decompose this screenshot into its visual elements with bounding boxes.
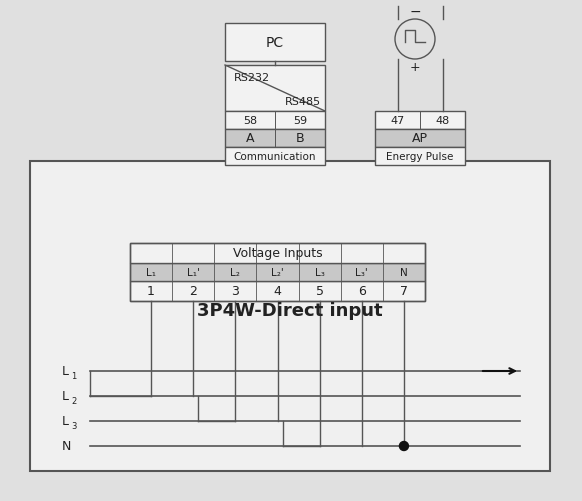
Text: L: L	[62, 415, 69, 428]
Bar	[130, 243, 425, 302]
Text: L₃': L₃'	[356, 268, 368, 278]
Text: A: A	[246, 132, 254, 145]
Text: 1: 1	[71, 372, 76, 381]
Text: 2: 2	[71, 397, 76, 406]
Text: L: L	[62, 365, 69, 378]
Text: Communication: Communication	[234, 152, 316, 162]
Bar	[375, 112, 465, 130]
Text: 1: 1	[147, 285, 155, 298]
Text: +: +	[410, 62, 420, 74]
Bar	[130, 264, 425, 282]
Text: 7: 7	[400, 285, 408, 298]
Text: Voltage Inputs: Voltage Inputs	[233, 247, 322, 260]
Bar	[225, 112, 325, 130]
Circle shape	[399, 441, 409, 450]
Text: 5: 5	[315, 285, 324, 298]
Text: PC: PC	[266, 36, 284, 50]
Bar	[225, 130, 325, 148]
Text: 3: 3	[232, 285, 239, 298]
Text: 47: 47	[391, 116, 404, 126]
Text: 48: 48	[435, 116, 450, 126]
Text: −: −	[409, 5, 421, 19]
Text: 4: 4	[274, 285, 282, 298]
Text: L₂': L₂'	[271, 268, 284, 278]
Text: AP: AP	[412, 132, 428, 145]
Bar	[225, 24, 325, 62]
Bar	[375, 148, 465, 166]
Text: 3: 3	[71, 422, 76, 431]
Text: 58: 58	[243, 116, 257, 126]
Bar	[375, 130, 465, 148]
Text: L₁': L₁'	[187, 268, 200, 278]
Text: RS485: RS485	[285, 97, 321, 107]
Text: Energy Pulse: Energy Pulse	[386, 152, 454, 162]
Bar	[30, 162, 550, 471]
Bar	[225, 148, 325, 166]
Bar	[130, 243, 425, 264]
Text: L₃: L₃	[315, 268, 325, 278]
Text: N: N	[62, 439, 72, 452]
Text: RS232: RS232	[234, 73, 270, 83]
Text: N: N	[400, 268, 408, 278]
Text: L: L	[62, 390, 69, 403]
Text: L₂: L₂	[230, 268, 240, 278]
Text: L₁: L₁	[146, 268, 156, 278]
Text: B: B	[296, 132, 304, 145]
Bar	[130, 282, 425, 302]
Text: 3P4W-Direct input: 3P4W-Direct input	[197, 301, 383, 319]
Text: 6: 6	[358, 285, 365, 298]
Text: 2: 2	[189, 285, 197, 298]
Bar	[225, 66, 325, 112]
Text: 59: 59	[293, 116, 307, 126]
